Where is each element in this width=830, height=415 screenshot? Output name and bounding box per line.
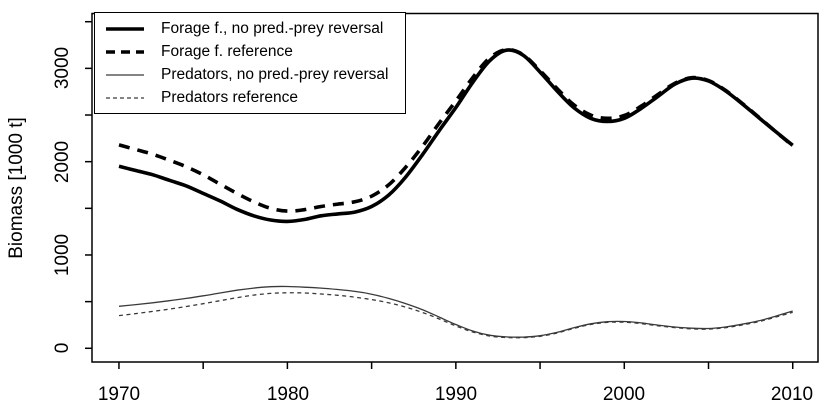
y-axis-title: Biomass [1000 t] bbox=[6, 117, 27, 259]
legend-label: Forage f. reference bbox=[161, 42, 293, 60]
legend-item: Predators reference bbox=[105, 89, 399, 107]
legend-line-thick-dashed-icon bbox=[106, 49, 144, 54]
series-line-2 bbox=[118, 285, 793, 338]
legend-item: Forage f. reference bbox=[105, 43, 399, 61]
x-tick-label: 2010 bbox=[770, 384, 814, 405]
x-tick-label: 1990 bbox=[434, 384, 478, 405]
legend-line-thin-dashed-icon bbox=[106, 96, 144, 99]
series-line-0 bbox=[118, 48, 794, 224]
legend-item: Predators, no pred.-prey reversal bbox=[105, 66, 399, 84]
legend-line-thick-solid-icon bbox=[106, 26, 144, 31]
legend: Forage f., no pred.-prey reversal Forage… bbox=[94, 12, 406, 114]
legend-item: Forage f., no pred.-prey reversal bbox=[105, 20, 399, 38]
legend-line-thin-solid-icon bbox=[106, 73, 144, 76]
y-tick-label: 0 bbox=[52, 342, 73, 354]
x-tick-label: 1970 bbox=[97, 384, 141, 405]
plot-box bbox=[91, 12, 819, 363]
y-tick-label: 1000 bbox=[52, 233, 73, 277]
y-tick-label: 2000 bbox=[52, 140, 73, 184]
y-tick-label: 3000 bbox=[52, 46, 73, 90]
x-tick-label: 2000 bbox=[602, 384, 646, 405]
legend-label: Predators reference bbox=[161, 88, 298, 106]
series-line-1 bbox=[118, 47, 794, 213]
legend-label: Predators, no pred.-prey reversal bbox=[161, 65, 389, 83]
legend-label: Forage f., no pred.-prey reversal bbox=[161, 19, 384, 37]
x-tick-label: 1980 bbox=[266, 384, 310, 405]
series-line-3 bbox=[118, 292, 793, 339]
